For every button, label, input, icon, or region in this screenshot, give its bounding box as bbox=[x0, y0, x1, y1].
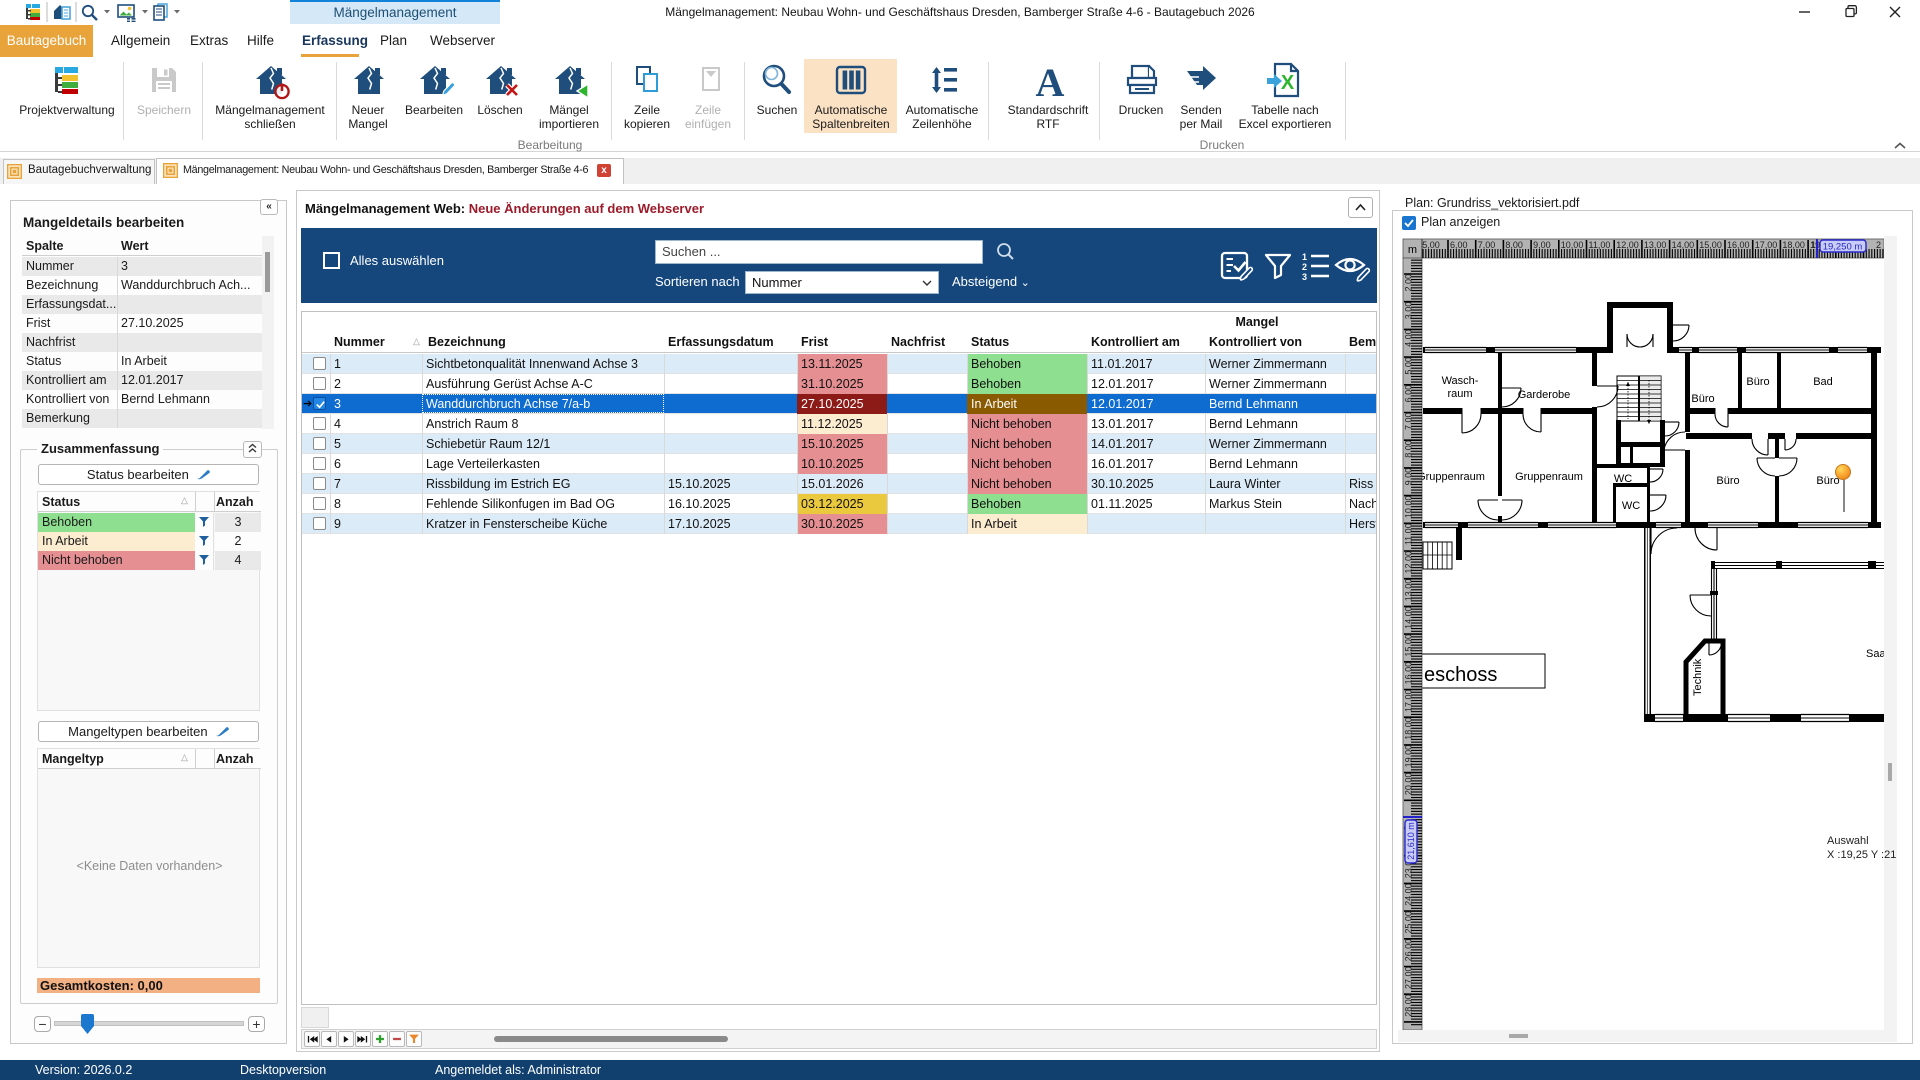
svg-text:6,00: 6,00 bbox=[1450, 240, 1468, 250]
svg-text:17,00: 17,00 bbox=[1755, 240, 1778, 250]
svg-text:10,00: 10,00 bbox=[1561, 240, 1584, 250]
svg-text:Saal: Saal bbox=[1866, 648, 1888, 660]
svg-text:15,00: 15,00 bbox=[1404, 634, 1414, 657]
svg-text:raum: raum bbox=[1447, 388, 1472, 400]
svg-text:24,00: 24,00 bbox=[1404, 883, 1414, 906]
svg-text:Garderobe: Garderobe bbox=[1518, 389, 1571, 401]
svg-text:17,00: 17,00 bbox=[1404, 690, 1414, 713]
svg-text:X: X bbox=[1281, 72, 1295, 94]
svg-text:Büro: Büro bbox=[1691, 393, 1714, 405]
svg-text:14,00: 14,00 bbox=[1672, 240, 1695, 250]
svg-text:8,00: 8,00 bbox=[1505, 240, 1523, 250]
svg-text:Wasch-: Wasch- bbox=[1442, 375, 1479, 387]
svg-text:5,00: 5,00 bbox=[1422, 240, 1440, 250]
svg-text:16,00: 16,00 bbox=[1404, 662, 1414, 685]
svg-text:Bad: Bad bbox=[1813, 376, 1833, 388]
svg-text:16,00: 16,00 bbox=[1727, 240, 1750, 250]
svg-text:5,00: 5,00 bbox=[1404, 357, 1414, 375]
svg-text:18,00: 18,00 bbox=[1782, 240, 1805, 250]
svg-text:WC: WC bbox=[1622, 500, 1640, 512]
svg-text:13,00: 13,00 bbox=[1644, 240, 1667, 250]
svg-text:Büro: Büro bbox=[1716, 475, 1739, 487]
svg-text:4,00: 4,00 bbox=[1404, 329, 1414, 347]
svg-text:25,00: 25,00 bbox=[1404, 911, 1414, 934]
svg-text:26,00: 26,00 bbox=[1404, 939, 1414, 962]
svg-text:Gruppenraum: Gruppenraum bbox=[1417, 471, 1485, 483]
svg-text:Technik: Technik bbox=[1692, 658, 1704, 696]
svg-text:2: 2 bbox=[1302, 262, 1307, 272]
svg-text:Gruppenraum: Gruppenraum bbox=[1515, 471, 1583, 483]
svg-text:7,00: 7,00 bbox=[1404, 413, 1414, 431]
svg-text:WC: WC bbox=[1614, 473, 1632, 485]
svg-text:15,00: 15,00 bbox=[1699, 240, 1722, 250]
svg-text:28,00: 28,00 bbox=[1404, 994, 1414, 1017]
svg-text:2: 2 bbox=[1876, 240, 1881, 250]
svg-text:12,00: 12,00 bbox=[1616, 240, 1639, 250]
svg-text:21,610 m: 21,610 m bbox=[1406, 822, 1416, 860]
svg-text:27,00: 27,00 bbox=[1404, 967, 1414, 990]
svg-text:2,00: 2,00 bbox=[1404, 274, 1414, 292]
svg-text:1: 1 bbox=[1302, 252, 1307, 262]
svg-text:14,00: 14,00 bbox=[1404, 606, 1414, 629]
svg-text:19,00: 19,00 bbox=[1404, 745, 1414, 768]
svg-text:9,00: 9,00 bbox=[1404, 468, 1414, 486]
svg-text:7,00: 7,00 bbox=[1478, 240, 1496, 250]
svg-text:3: 3 bbox=[1302, 272, 1307, 281]
svg-text:23,00: 23,00 bbox=[1404, 856, 1414, 879]
svg-text:13,00: 13,00 bbox=[1404, 579, 1414, 602]
svg-text:18,00: 18,00 bbox=[1404, 717, 1414, 740]
svg-text:12,00: 12,00 bbox=[1404, 551, 1414, 574]
svg-text:eschoss: eschoss bbox=[1424, 664, 1497, 686]
svg-text:9,00: 9,00 bbox=[1533, 240, 1551, 250]
svg-text:1: 1 bbox=[1811, 240, 1816, 250]
svg-text:10,00: 10,00 bbox=[1404, 496, 1414, 519]
svg-text:3,00: 3,00 bbox=[1404, 302, 1414, 320]
svg-text:8,00: 8,00 bbox=[1404, 440, 1414, 458]
svg-text:Büro: Büro bbox=[1746, 376, 1769, 388]
svg-text:20,00: 20,00 bbox=[1404, 773, 1414, 796]
svg-text:m: m bbox=[1408, 244, 1417, 256]
svg-text:Büro: Büro bbox=[1816, 475, 1839, 487]
svg-text:11,00: 11,00 bbox=[1404, 523, 1414, 545]
svg-text:19,250 m: 19,250 m bbox=[1823, 242, 1863, 253]
svg-text:11,00: 11,00 bbox=[1589, 240, 1611, 250]
svg-text:6,00: 6,00 bbox=[1404, 385, 1414, 403]
